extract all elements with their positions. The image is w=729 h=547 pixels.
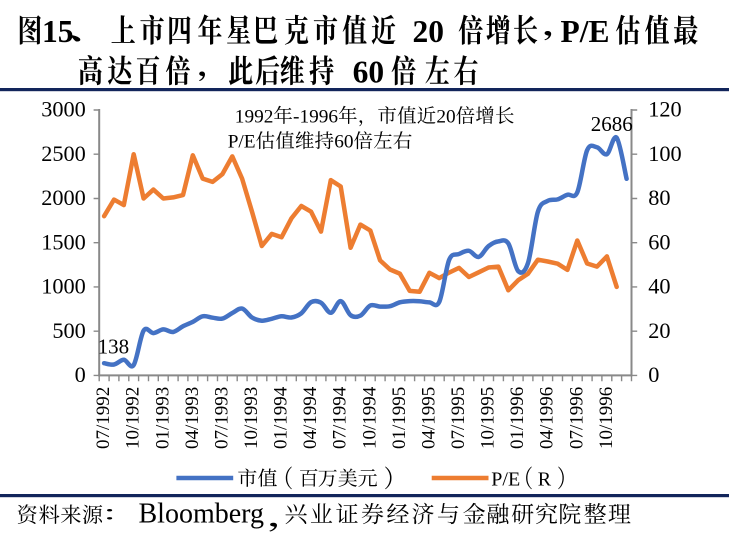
svg-text:3000: 3000 [41, 97, 86, 122]
svg-text:-: - [293, 107, 299, 128]
svg-text:2686: 2686 [591, 112, 633, 136]
svg-text:138: 138 [98, 335, 130, 359]
svg-text:P/E: P/E [491, 468, 520, 490]
svg-text:01/1994: 01/1994 [271, 386, 292, 449]
svg-text:01/1996: 01/1996 [507, 387, 528, 449]
svg-text:500: 500 [52, 318, 85, 343]
svg-text:2000: 2000 [41, 185, 86, 210]
svg-text:80: 80 [648, 185, 670, 210]
svg-text:07/1996: 07/1996 [566, 387, 587, 449]
svg-text:04/1993: 04/1993 [182, 387, 203, 449]
svg-text:0: 0 [648, 362, 659, 387]
svg-text:04/1994: 04/1994 [300, 386, 321, 449]
svg-text:2500: 2500 [41, 141, 86, 166]
svg-text:60: 60 [334, 132, 353, 153]
svg-text:01/1993: 01/1993 [152, 387, 173, 449]
svg-text:P/E: P/E [228, 132, 256, 153]
svg-text:R: R [538, 468, 552, 490]
svg-text:07/1993: 07/1993 [211, 387, 232, 449]
svg-text:20: 20 [436, 107, 455, 128]
svg-text:10/1992: 10/1992 [123, 387, 144, 449]
svg-text:Bloomberg: Bloomberg [139, 498, 264, 529]
svg-text:0: 0 [75, 362, 86, 387]
svg-text:20: 20 [413, 14, 445, 49]
svg-text:1996: 1996 [299, 107, 338, 128]
svg-text:04/1996: 04/1996 [537, 387, 558, 449]
svg-text:15: 15 [42, 14, 74, 49]
svg-text:40: 40 [648, 274, 670, 299]
svg-text:10/1994: 10/1994 [359, 386, 380, 449]
svg-text:07/1992: 07/1992 [93, 387, 114, 449]
svg-text:10/1996: 10/1996 [596, 387, 617, 449]
svg-text:1500: 1500 [41, 229, 86, 254]
svg-text:10/1995: 10/1995 [478, 387, 499, 449]
svg-text:04/1995: 04/1995 [418, 387, 439, 449]
svg-text:P/E: P/E [561, 14, 610, 49]
svg-text:20: 20 [648, 318, 670, 343]
svg-text:60: 60 [353, 54, 385, 89]
svg-text:60: 60 [648, 229, 670, 254]
svg-text:1000: 1000 [41, 274, 86, 299]
svg-text:100: 100 [648, 141, 681, 166]
svg-text:120: 120 [648, 97, 681, 122]
svg-text:10/1993: 10/1993 [241, 387, 262, 449]
svg-text:07/1995: 07/1995 [448, 387, 469, 449]
svg-text:1992: 1992 [235, 107, 274, 128]
svg-text:01/1995: 01/1995 [389, 387, 410, 449]
svg-text:07/1994: 07/1994 [330, 386, 351, 449]
